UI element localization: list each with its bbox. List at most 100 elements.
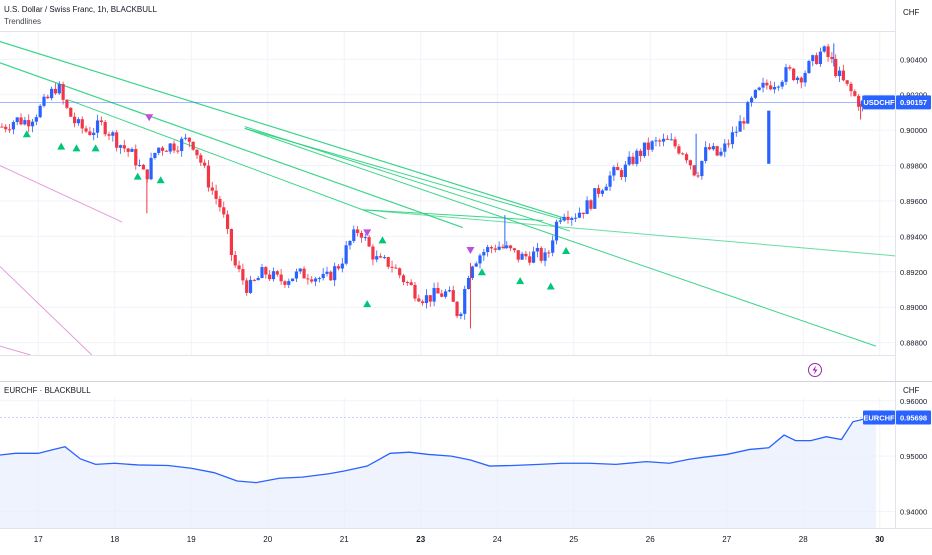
candle-body	[115, 132, 119, 148]
buy-marker	[91, 144, 100, 152]
candle-body	[512, 248, 517, 251]
candle-body	[646, 142, 650, 150]
candle-body	[600, 190, 605, 194]
candle-body	[95, 120, 100, 133]
symbol-title[interactable]: U.S. Dollar / Swiss Franc, 1h, BLACKBULL	[4, 5, 157, 14]
candle-body	[673, 139, 677, 147]
candle-body	[436, 287, 440, 294]
currency-label-sub: CHF	[903, 386, 920, 395]
candle-body	[616, 167, 620, 171]
candle-body	[639, 150, 643, 157]
eurchf-badge-value: 0.95698	[900, 413, 927, 422]
candle-body	[375, 256, 379, 260]
buy-marker	[516, 277, 525, 285]
area-line	[0, 416, 876, 484]
candle-body	[149, 157, 153, 180]
eurchf-badge-label: EURCHF	[863, 413, 895, 422]
candle-body	[662, 138, 666, 142]
sub-chart-header[interactable]: EURCHF · BLACKBULL	[4, 386, 91, 395]
candle-body	[711, 146, 715, 150]
candle-body	[53, 88, 58, 94]
candle-body	[61, 84, 65, 100]
candle-body	[849, 83, 853, 92]
candle-body	[405, 282, 409, 284]
candle-body	[164, 150, 168, 152]
candle-body	[635, 150, 639, 164]
candle-body	[665, 138, 670, 140]
candle-body	[76, 119, 81, 124]
candle-body	[834, 58, 838, 77]
candle-body	[826, 46, 830, 57]
price-tick-label: 0.89400	[900, 232, 927, 241]
candle-body	[34, 117, 38, 122]
candle-body	[531, 251, 536, 263]
candle-body	[386, 257, 390, 267]
price-tick-label: 0.88800	[900, 339, 927, 348]
candle-body	[69, 107, 73, 117]
candle-body	[421, 301, 425, 304]
candle-body	[715, 146, 719, 156]
candle-body	[727, 143, 731, 145]
candle-body	[795, 77, 800, 81]
candle-body	[539, 247, 543, 261]
candle-body	[749, 97, 754, 103]
candle-body	[19, 117, 23, 125]
candle-body	[589, 200, 593, 209]
eurchf-price-badge: EURCHF 0.95698	[863, 410, 931, 425]
candle-body	[497, 246, 501, 250]
candle-body	[252, 279, 256, 281]
candle-body	[769, 85, 773, 90]
candle-body	[199, 155, 203, 163]
chart-header: U.S. Dollar / Swiss Franc, 1h, BLACKBULL…	[4, 4, 157, 28]
candle-body	[310, 279, 314, 282]
candle-body	[509, 245, 513, 249]
candle-body	[302, 268, 306, 279]
buy-marker	[57, 142, 66, 150]
buy-marker	[477, 268, 486, 276]
candle-body	[65, 99, 69, 108]
candle-body	[608, 175, 612, 187]
candle-body	[692, 165, 696, 176]
candle-body	[677, 146, 681, 154]
candle-body	[153, 152, 157, 158]
candle-body	[84, 128, 88, 132]
candle-body	[811, 55, 815, 62]
candle-body	[551, 240, 555, 253]
time-tick-label: 17	[34, 535, 43, 544]
candle-body	[558, 220, 562, 222]
candle-body	[658, 140, 662, 142]
candle-body	[313, 278, 318, 282]
candle-body	[734, 131, 738, 133]
buy-marker	[363, 300, 372, 308]
indicator-label[interactable]: Trendlines	[4, 17, 42, 26]
candle-body	[233, 254, 237, 266]
candle-body	[642, 142, 647, 157]
candles	[0, 43, 865, 329]
price-tick-label: 0.90400	[900, 55, 927, 64]
candle-body	[248, 279, 253, 293]
candle-body	[141, 164, 146, 170]
candle-body	[524, 253, 528, 257]
candle-body	[46, 96, 50, 99]
candle-body	[570, 218, 574, 220]
candle-body	[195, 149, 199, 156]
candle-body	[333, 266, 337, 281]
time-tick-label: 25	[569, 535, 578, 544]
candle-body	[30, 121, 35, 127]
candle-body	[684, 154, 689, 161]
candle-body	[180, 138, 184, 152]
time-tick-label: 30	[875, 535, 884, 544]
lightning-icon[interactable]	[808, 363, 822, 377]
candle-body	[482, 252, 486, 256]
candle-body	[0, 126, 4, 128]
candle-body	[210, 187, 214, 191]
usdchf-badge-value: 0.90157	[900, 98, 927, 107]
candle-body	[505, 245, 509, 248]
candle-body	[359, 232, 364, 238]
candle-body	[27, 120, 31, 127]
trendline	[0, 41, 567, 220]
candle-body	[394, 267, 398, 269]
candle-body	[378, 256, 383, 258]
candle-body	[757, 87, 761, 90]
